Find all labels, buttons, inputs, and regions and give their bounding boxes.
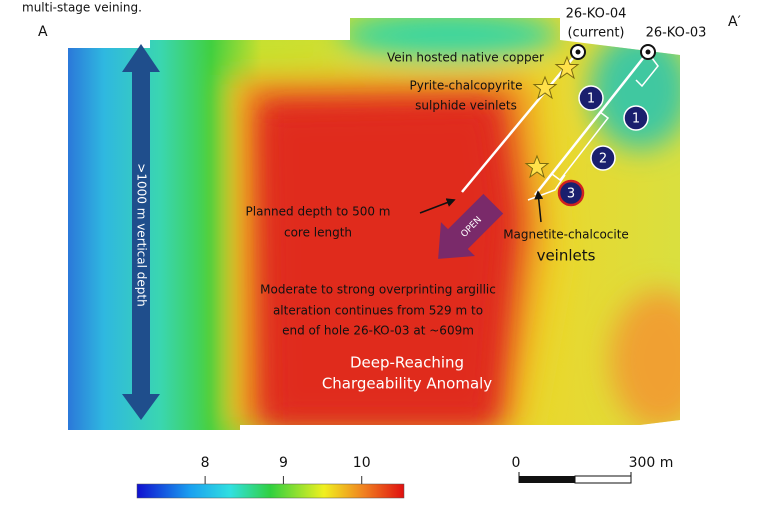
annotation: Pyrite-chalcopyrite <box>410 79 523 93</box>
scale-bar-half <box>519 476 575 483</box>
annotation: Moderate to strong overprinting argillic <box>260 283 496 297</box>
drill-traces <box>461 51 659 201</box>
zone-number: 3 <box>567 187 575 202</box>
collars <box>570 44 656 60</box>
annotation: sulphide veinlets <box>415 99 517 113</box>
chargeability-map <box>68 18 680 430</box>
scale-bar-half <box>574 475 632 484</box>
annotation: Magnetite-chalcocite <box>503 228 629 242</box>
scale-tick-label: 300 m <box>629 455 674 471</box>
colorbar-tick-label: 8 <box>201 455 210 471</box>
caption: multi-stage veining. <box>22 1 142 15</box>
depth-label: >1000 m vertical depth <box>135 163 149 306</box>
annotation: end of hole 26-KO-03 at ~609m <box>282 324 474 338</box>
section-end: A <box>38 24 48 40</box>
annotation: veinlets <box>537 247 596 265</box>
anomaly-label: Deep-Reaching <box>350 354 464 372</box>
annotations: Vein hosted native copper Pyrite-chalcop… <box>246 51 629 393</box>
hole-label: 26-KO-03 <box>646 26 707 41</box>
hole-note: (current) <box>567 26 624 41</box>
section-end: A′ <box>728 14 741 30</box>
zone-number: 2 <box>599 152 607 167</box>
zone-markers: 1 1 2 3 <box>557 85 649 207</box>
annotation: Vein hosted native copper <box>387 51 544 65</box>
legends: 8 9 10 0 300 m <box>201 455 674 484</box>
annotation: Planned depth to 500 m <box>246 205 391 219</box>
open-arrow: OPEN <box>438 193 504 259</box>
annotation: core length <box>284 226 352 240</box>
colorbar-tick-label: 10 <box>353 455 371 471</box>
anomaly-label: Chargeability Anomaly <box>322 375 492 393</box>
colorbar-tick-label: 9 <box>279 455 288 471</box>
annotation: alteration continues from 529 m to <box>273 304 483 318</box>
stars <box>524 55 580 179</box>
scale-tick-label: 0 <box>512 455 521 471</box>
hole-label: 26-KO-04 <box>566 7 627 22</box>
zone-number: 1 <box>632 112 640 127</box>
colorbar <box>136 483 405 499</box>
depth-arrow: >1000 m vertical depth <box>122 44 160 420</box>
zone-number: 1 <box>587 92 595 107</box>
